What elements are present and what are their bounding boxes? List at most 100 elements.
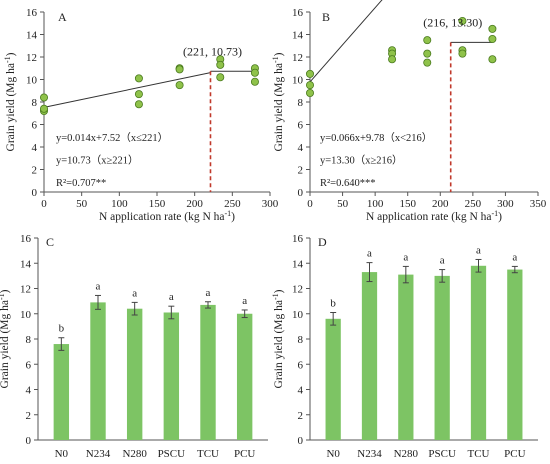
significance-letter: b (330, 297, 336, 309)
y-tick-label: 8 (26, 334, 32, 346)
data-point (458, 49, 467, 58)
bar-n0 (53, 344, 70, 440)
y-tick-label: 16 (26, 7, 38, 19)
data-point (40, 104, 49, 113)
panel-label: C (46, 235, 54, 249)
significance-letter: a (132, 287, 137, 299)
panel-label: B (322, 10, 330, 24)
bar-n280 (126, 308, 143, 440)
equation-3: R²=0.640*** (320, 178, 375, 189)
data-point (423, 36, 432, 45)
y-tick-label: 4 (298, 142, 304, 154)
x-tick-label: N234 (86, 448, 111, 460)
equation-2: y=10.73（x≥221） (56, 155, 139, 167)
significance-letter: b (59, 323, 65, 335)
significance-letter: a (512, 251, 517, 263)
y-tick-label: 8 (298, 334, 304, 346)
y-tick-label: 14 (292, 30, 304, 42)
y-tick-label: 12 (26, 52, 37, 64)
y-tick-label: 10 (26, 75, 38, 87)
x-tick-label: PSCU (158, 448, 186, 460)
y-tick-label: 4 (32, 142, 38, 154)
x-tick-label: TCU (197, 448, 219, 460)
y-tick-label: 10 (292, 75, 304, 87)
x-tick-label: 100 (111, 198, 128, 210)
bar-n234 (361, 272, 378, 440)
x-tick-label: N280 (394, 448, 419, 460)
x-tick-label: 50 (337, 198, 349, 210)
x-tick-label: PCU (234, 448, 255, 460)
y-tick-label: 2 (32, 165, 38, 177)
significance-letter: a (242, 295, 247, 307)
y-tick-label: 0 (298, 435, 304, 447)
fit-line-linear (309, 0, 383, 83)
x-tick-label: N280 (122, 448, 147, 460)
data-point (216, 73, 225, 82)
y-tick-label: 14 (26, 30, 38, 42)
equation-1: y=0.014x+7.52（x≤221） (56, 132, 168, 144)
panel-c: C 0 2 4 6 8 10 12 14 16 Grain yield (Mg ha-1) b N0 a N… (0, 233, 268, 460)
data-point (488, 55, 497, 64)
y-tick-label: 16 (292, 7, 304, 19)
data-point (423, 49, 432, 58)
x-tick-label: 300 (262, 198, 279, 210)
x-tick-label: 150 (399, 198, 416, 210)
significance-letter: a (96, 280, 101, 292)
equation-1: y=0.066x+9.78（x<216） (320, 132, 432, 144)
bar-pcu (507, 269, 523, 440)
x-tick-label: 200 (186, 198, 203, 210)
y-tick-label: 2 (26, 410, 32, 422)
x-axis-title: N application rate (kg N ha-1) (366, 209, 502, 224)
y-tick-label: 2 (298, 410, 304, 422)
equation-3: R²=0.707** (56, 178, 106, 189)
y-tick-label: 6 (26, 359, 32, 371)
data-point (488, 35, 497, 44)
y-tick-label: 2 (298, 165, 304, 177)
data-point (305, 89, 314, 98)
data-point (216, 60, 225, 69)
data-point (250, 68, 259, 77)
data-point (40, 93, 49, 102)
y-tick-label: 16 (292, 233, 304, 245)
breakpoint-label: (216, 13.30) (423, 15, 482, 29)
data-point (175, 81, 184, 90)
x-tick-label: 200 (432, 198, 449, 210)
y-tick-label: 16 (20, 233, 32, 245)
significance-letter: a (169, 291, 174, 303)
y-tick-label: 12 (292, 284, 303, 296)
bar-n234 (90, 302, 106, 440)
x-tick-label: 0 (41, 198, 47, 210)
significance-letter: a (206, 287, 211, 299)
x-tick-label: 100 (367, 198, 384, 210)
data-point (175, 65, 184, 74)
fit-line-linear (43, 72, 211, 108)
y-tick-label: 6 (298, 120, 304, 132)
y-tick-label: 10 (20, 309, 32, 321)
bar-tcu (200, 304, 216, 440)
y-axis-title: Grain yield (Mg ha-1) (0, 289, 11, 388)
x-tick-label: N0 (326, 448, 340, 460)
y-tick-label: 4 (298, 385, 304, 397)
y-tick-label: 0 (26, 435, 32, 447)
bar-pscu (434, 275, 450, 440)
data-point (305, 81, 314, 90)
x-tick-label: N234 (357, 448, 382, 460)
data-point (388, 55, 397, 64)
bar-pcu (236, 313, 253, 440)
y-tick-label: 12 (292, 52, 303, 64)
significance-letter: a (403, 251, 408, 263)
bar-n0 (325, 318, 341, 440)
data-point (458, 16, 467, 25)
y-tick-label: 8 (298, 97, 304, 109)
x-tick-label: 300 (497, 198, 514, 210)
data-point (134, 100, 143, 109)
bar-tcu (470, 265, 487, 440)
y-tick-label: 10 (292, 309, 304, 321)
panel-b: B 0 2 4 6 8 10 12 14 16 Grain yield (Mg ha-1) 0 50 10… (271, 0, 547, 223)
y-tick-label: 8 (32, 97, 38, 109)
y-axis-title: Grain yield (Mg ha-1) (271, 289, 286, 388)
y-tick-label: 12 (20, 284, 31, 296)
data-point (423, 58, 432, 67)
x-tick-label: 350 (530, 198, 547, 210)
y-tick-label: 6 (32, 120, 38, 132)
